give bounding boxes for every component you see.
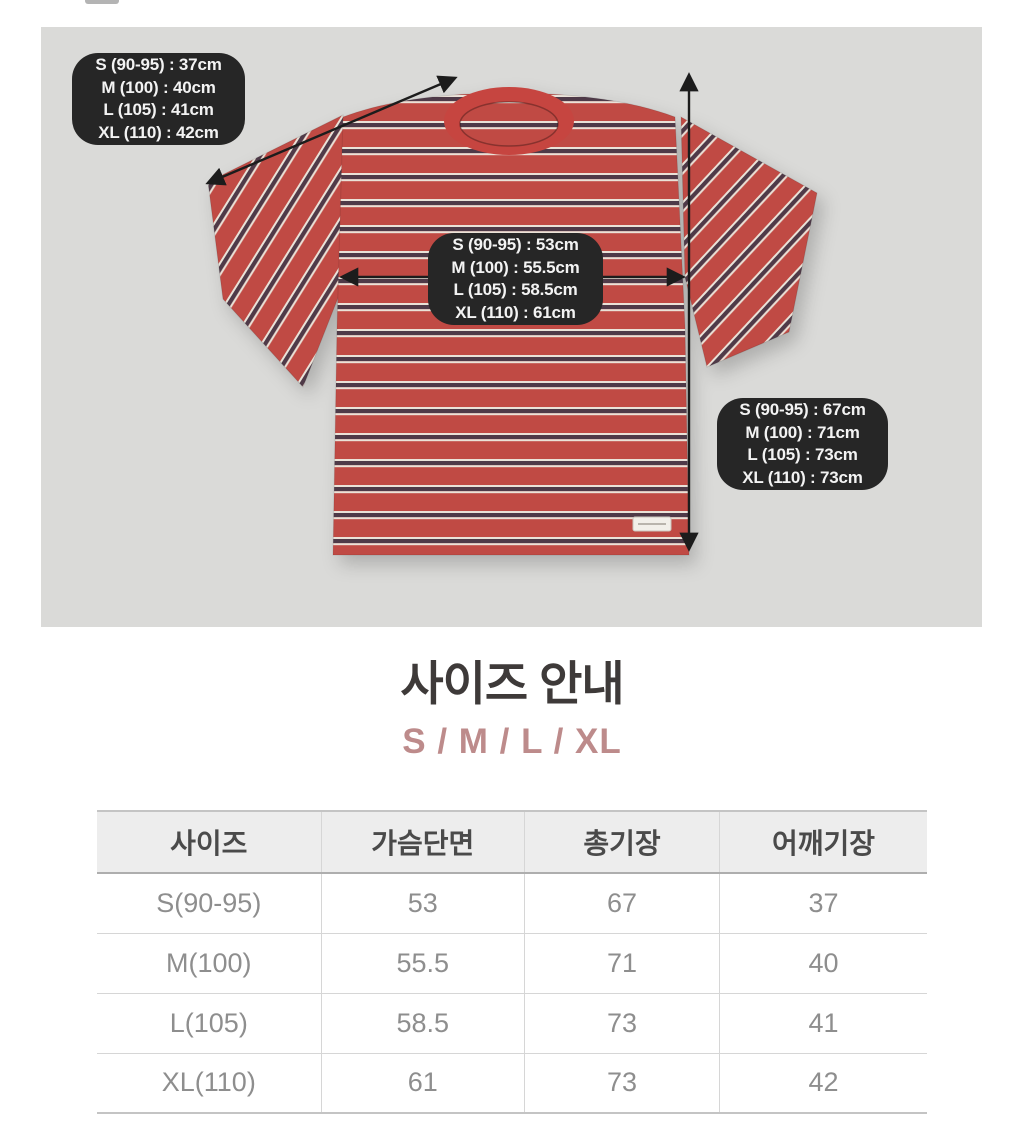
shoulder-measure-callout: S (90-95) : 37cm M (100) : 40cm L (105) … <box>72 53 245 145</box>
measure-line: L (105) : 58.5cm <box>453 280 578 299</box>
measure-line: XL (110) : 73cm <box>742 467 863 487</box>
measure-line: L (105) : 73cm <box>747 445 858 464</box>
chest-measure-callout: S (90-95) : 53cm M (100) : 55.5cm L (105… <box>428 233 603 325</box>
measure-line: XL (110) : 61cm <box>455 302 576 322</box>
cell-shoulder-length: 40 <box>718 933 927 994</box>
cell-shoulder-length: 42 <box>718 1053 927 1114</box>
size-options-subtitle: S / M / L / XL <box>402 722 622 761</box>
cell-shoulder-length: 41 <box>718 993 927 1054</box>
cell-chest: 53 <box>320 873 525 934</box>
table-row: M(100) 55.5 71 40 <box>97 933 927 994</box>
cell-total-length: 71 <box>523 933 720 994</box>
cell-chest: 55.5 <box>320 933 525 994</box>
size-table: 사이즈 가슴단면 총기장 어깨기장 S(90-95) 53 67 37 M(10… <box>97 810 927 1114</box>
table-row: XL(110) 61 73 42 <box>97 1053 927 1114</box>
cell-total-length: 67 <box>523 873 720 934</box>
measurement-photo-area: S (90-95) : 37cm M (100) : 40cm L (105) … <box>41 27 982 627</box>
cell-total-length: 73 <box>523 1053 720 1114</box>
header-shoulder-length: 어깨기장 <box>718 810 927 874</box>
measure-line: M (100) : 55.5cm <box>451 257 580 277</box>
measure-line: M (100) : 40cm <box>101 77 216 97</box>
measure-line: S (90-95) : 67cm <box>739 400 866 419</box>
cell-chest: 58.5 <box>320 993 525 1054</box>
cell-size: L(105) <box>97 993 322 1054</box>
cell-size: S(90-95) <box>97 873 322 934</box>
measure-line: S (90-95) : 53cm <box>452 235 579 254</box>
header-size: 사이즈 <box>97 810 322 874</box>
length-measure-callout: S (90-95) : 67cm M (100) : 71cm L (105) … <box>717 398 888 490</box>
measure-line: XL (110) : 42cm <box>98 122 219 142</box>
measure-line: M (100) : 71cm <box>745 422 860 442</box>
cell-size: M(100) <box>97 933 322 994</box>
cell-chest: 61 <box>320 1053 525 1114</box>
shoulder-measure-arrow <box>205 75 458 186</box>
header-chest: 가슴단면 <box>320 810 525 874</box>
brand-label <box>632 516 672 532</box>
measure-line: L (105) : 41cm <box>103 100 214 119</box>
cropped-edge-artifact <box>85 0 119 4</box>
table-row: L(105) 58.5 73 41 <box>97 993 927 1054</box>
measure-line: S (90-95) : 37cm <box>95 55 222 74</box>
cell-shoulder-length: 37 <box>718 873 927 934</box>
header-total-length: 총기장 <box>523 810 720 874</box>
size-table-header-row: 사이즈 가슴단면 총기장 어깨기장 <box>97 810 927 874</box>
size-guide-title: 사이즈 안내 <box>400 657 624 710</box>
table-row: S(90-95) 53 67 37 <box>97 873 927 934</box>
cell-size: XL(110) <box>97 1053 322 1114</box>
cell-total-length: 73 <box>523 993 720 1054</box>
